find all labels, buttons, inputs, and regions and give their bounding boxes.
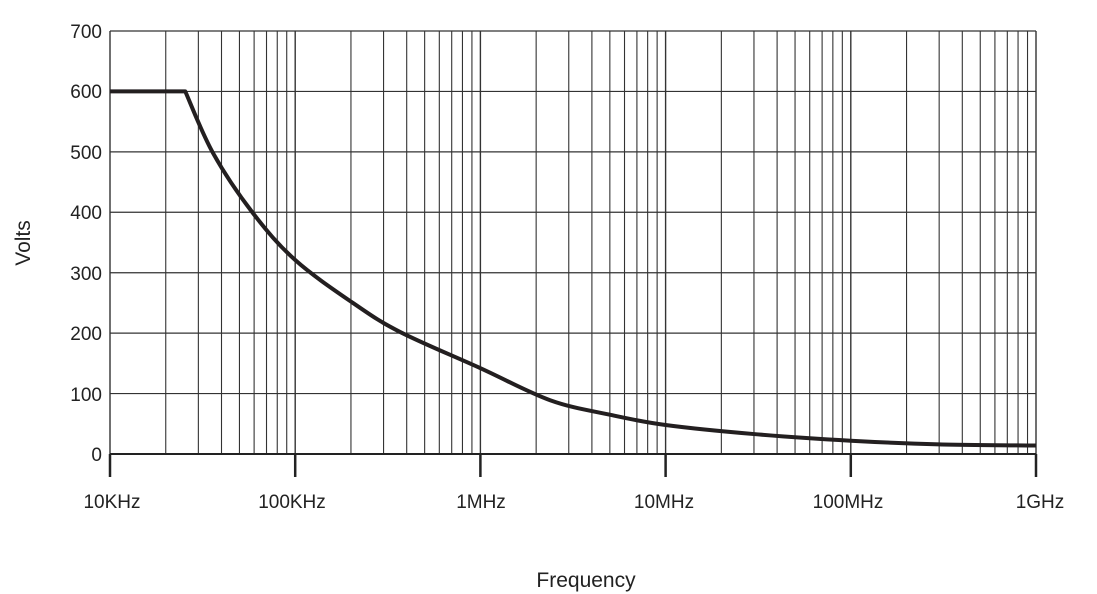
x-tick-label: 100MHz (813, 492, 884, 513)
series-line (110, 89, 1037, 448)
y-tick-labels: 0 100 200 300 400 500 600 700 (70, 22, 102, 466)
x-tick-label: 1GHz (1016, 492, 1065, 513)
x-tick-labels: 10KHz 100KHz 1MHz 10MHz 100MHz 1GHz (83, 492, 1064, 513)
x-axis-ticks (108, 454, 1038, 477)
y-tick-label: 0 (91, 445, 102, 466)
x-axis-label: Frequency (536, 569, 636, 592)
y-tick-label: 500 (70, 143, 102, 164)
grid (109, 30, 1037, 455)
y-tick-label: 200 (70, 324, 102, 345)
x-tick-label: 1MHz (456, 492, 506, 513)
x-tick-label: 100KHz (258, 492, 326, 513)
y-tick-label: 600 (70, 82, 102, 103)
y-tick-label: 700 (70, 22, 102, 43)
x-tick-label: 10KHz (83, 492, 140, 513)
x-tick-label: 10MHz (634, 492, 694, 513)
y-tick-label: 100 (70, 385, 102, 406)
y-axis-label: Volts (12, 220, 35, 266)
y-tick-label: 400 (70, 203, 102, 224)
y-tick-label: 300 (70, 264, 102, 285)
